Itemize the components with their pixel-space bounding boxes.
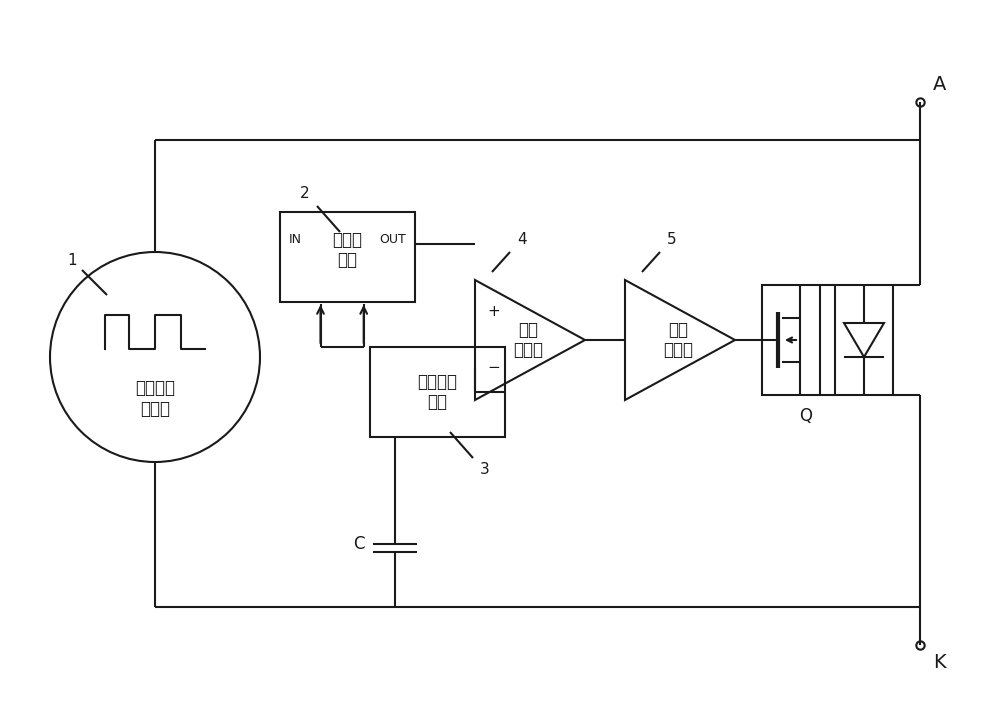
Text: C: C (354, 535, 365, 553)
Text: 3: 3 (480, 463, 490, 478)
Text: K: K (933, 652, 946, 671)
Text: 4: 4 (517, 233, 527, 248)
Text: 驱动
放大器: 驱动 放大器 (663, 320, 693, 360)
Bar (762, 285, 820, 395)
Text: 2: 2 (300, 187, 310, 201)
Text: +: + (487, 305, 500, 320)
Text: IN: IN (289, 233, 302, 246)
Bar (370, 347, 505, 437)
Text: OUT: OUT (379, 233, 406, 246)
Bar (835, 285, 893, 395)
Text: A: A (933, 75, 946, 95)
Text: 5: 5 (667, 233, 677, 248)
Text: 低压时钟
发生器: 低压时钟 发生器 (135, 379, 175, 418)
Text: 带隙基准
电路: 带隙基准 电路 (418, 372, 458, 412)
Text: 迟滞
比较器: 迟滞 比较器 (513, 320, 543, 360)
Text: Q: Q (800, 407, 812, 425)
Text: 1: 1 (67, 253, 77, 268)
Bar (280, 212, 415, 302)
Text: 电荷泵
电路: 电荷泵 电路 (332, 231, 362, 269)
Text: −: − (487, 360, 500, 375)
